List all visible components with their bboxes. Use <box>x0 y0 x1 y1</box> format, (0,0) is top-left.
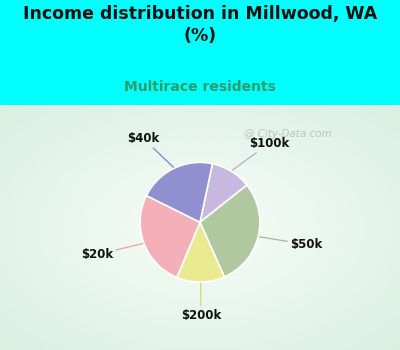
Wedge shape <box>200 185 260 277</box>
Wedge shape <box>146 162 212 222</box>
Text: @ City-Data.com: @ City-Data.com <box>244 130 332 139</box>
Wedge shape <box>200 164 247 222</box>
Text: Multirace residents: Multirace residents <box>124 80 276 94</box>
Text: Income distribution in Millwood, WA
(%): Income distribution in Millwood, WA (%) <box>23 5 377 45</box>
Text: $50k: $50k <box>259 237 322 251</box>
Wedge shape <box>177 222 224 282</box>
Text: $200k: $200k <box>181 283 221 322</box>
Wedge shape <box>140 196 200 278</box>
Text: $40k: $40k <box>127 132 174 167</box>
Text: $100k: $100k <box>232 137 289 170</box>
Text: $20k: $20k <box>81 244 143 261</box>
